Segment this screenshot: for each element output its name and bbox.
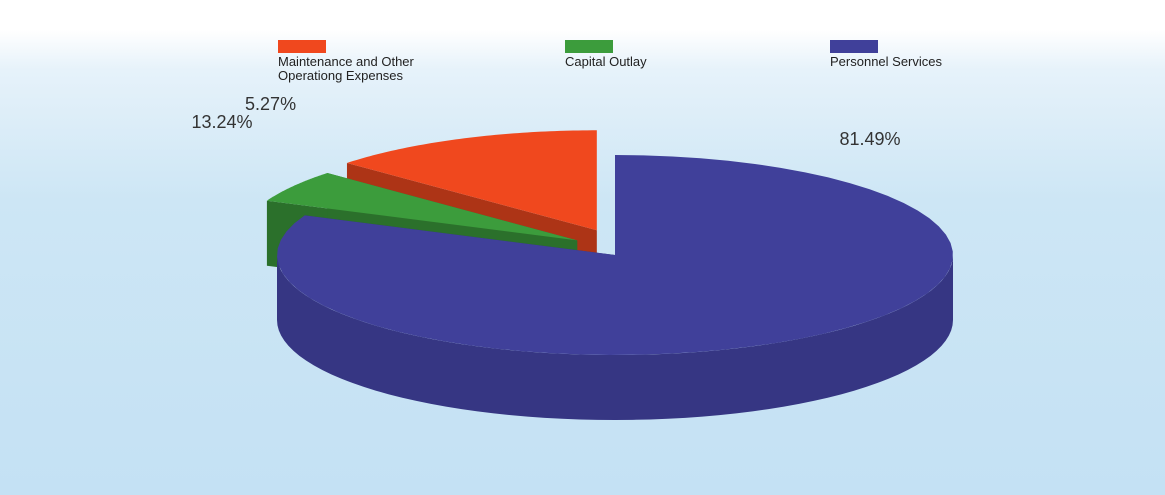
slice-top <box>346 130 597 231</box>
legend-swatch <box>565 40 613 53</box>
legend-item: Maintenance and Other Operationg Expense… <box>278 40 414 83</box>
legend-swatch <box>830 40 878 53</box>
legend-item: Personnel Services <box>830 40 942 69</box>
legend-label: Capital Outlay <box>565 54 647 69</box>
legend-swatch <box>278 40 326 53</box>
slice-wall <box>277 255 953 420</box>
data-label: 13.24% <box>191 112 252 132</box>
legend-label: Maintenance and Other Operationg Expense… <box>278 54 414 83</box>
data-label: 5.27% <box>245 94 296 114</box>
slice <box>277 155 953 420</box>
data-label: 81.49% <box>839 129 900 149</box>
legend-item: Capital Outlay <box>565 40 647 69</box>
slice-top <box>266 173 578 241</box>
legend-label: Personnel Services <box>830 54 942 69</box>
slice-top <box>277 155 953 355</box>
